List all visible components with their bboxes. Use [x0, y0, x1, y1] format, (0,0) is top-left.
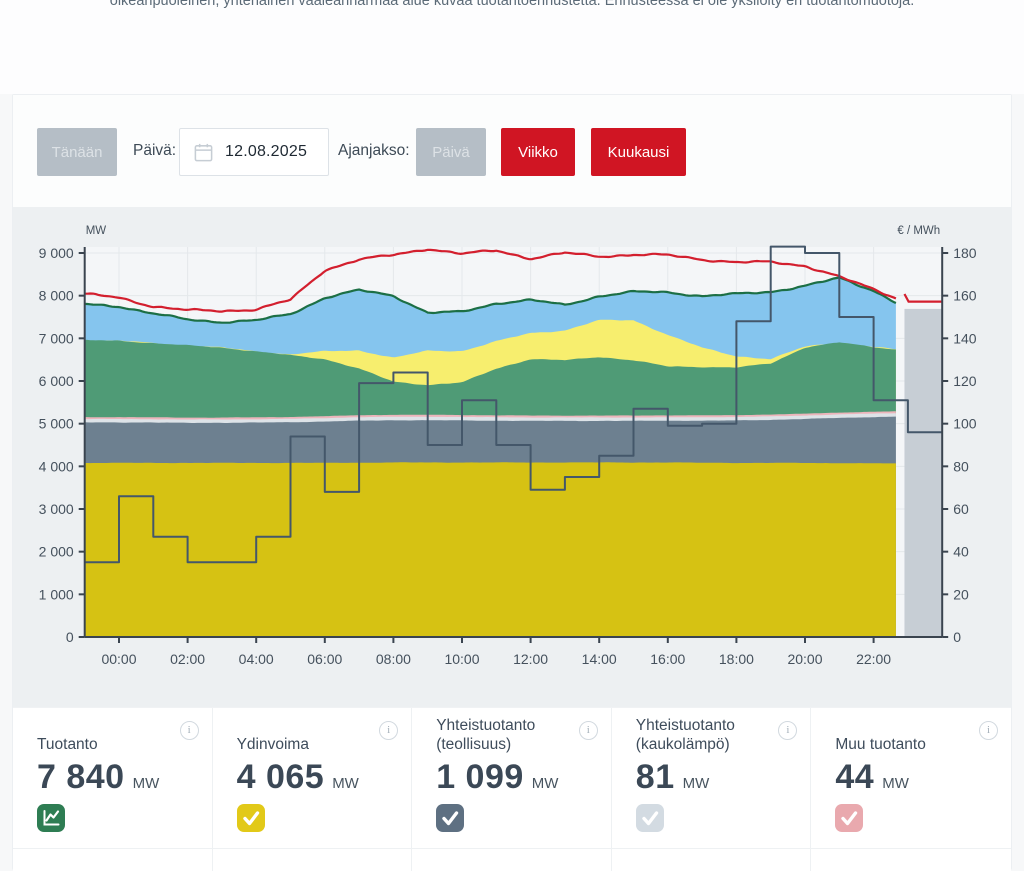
svg-text:100: 100 — [953, 416, 977, 432]
svg-text:80: 80 — [953, 458, 969, 474]
svg-text:20: 20 — [953, 586, 969, 602]
series-checkbox-icon[interactable] — [635, 804, 664, 832]
stat-card-4: i Muu tuotanto 44 MW — [811, 708, 1011, 848]
stat-card-0: i Tuotanto 7 840 MW — [13, 708, 213, 848]
svg-text:€ / MWh: € / MWh — [897, 225, 940, 237]
period-week-button[interactable]: Viikko — [501, 128, 575, 176]
stat-card-1: i Ydinvoima 4 065 MW — [213, 708, 413, 848]
svg-text:5 000: 5 000 — [39, 416, 74, 432]
stat-unit: MW — [882, 775, 909, 792]
stat-label: Tuotanto — [37, 736, 98, 753]
stat-value: 81 — [635, 758, 675, 796]
svg-text:3 000: 3 000 — [39, 501, 74, 517]
info-icon[interactable]: i — [978, 721, 998, 740]
stat-label: Muu tuotanto — [835, 736, 926, 753]
consumption-forecast-line — [903, 293, 943, 303]
svg-text:180: 180 — [953, 245, 977, 261]
production-total-line — [84, 276, 897, 324]
info-icon[interactable]: i — [179, 721, 199, 740]
date-input[interactable]: 12.08.2025 — [179, 128, 329, 176]
production-forecast-area — [904, 308, 943, 637]
svg-text:02:00: 02:00 — [170, 651, 205, 667]
stat-unit: MW — [531, 775, 559, 792]
series-checkbox-icon[interactable] — [835, 804, 864, 832]
stat-unit: MW — [682, 775, 710, 792]
svg-text:14:00: 14:00 — [582, 651, 617, 667]
calendar-icon[interactable] — [193, 142, 214, 163]
svg-text:20:00: 20:00 — [787, 651, 822, 667]
svg-text:1 000: 1 000 — [39, 586, 74, 602]
series-checkbox-icon[interactable] — [236, 804, 265, 832]
svg-text:9 000: 9 000 — [39, 245, 74, 261]
svg-text:6 000: 6 000 — [39, 373, 74, 389]
production-stats-row: i Tuotanto 7 840 MW i Ydinvoima 4 065 MW i Yhteis… — [13, 707, 1011, 848]
series-checkbox-icon[interactable] — [436, 804, 465, 832]
svg-text:MW: MW — [86, 225, 107, 237]
production-chart[interactable]: 0 1 000 2 000 3 000 4 000 5 000 6 000 7 000 8 00… — [13, 207, 1011, 707]
svg-text:0: 0 — [953, 629, 961, 645]
axis-labels: 0 1 000 2 000 3 000 4 000 5 000 6 000 7 000 8 00… — [39, 225, 977, 667]
svg-text:40: 40 — [953, 544, 969, 560]
page-header-strip: oikeanpuoleinen, yhtenäinen vaaleanharma… — [0, 0, 1024, 94]
date-label: Päivä: — [133, 142, 177, 159]
stat-unit: MW — [332, 775, 359, 792]
svg-text:140: 140 — [953, 330, 977, 346]
period-month-button[interactable]: Kuukausi — [591, 128, 686, 176]
stat-label: Yhteistuotanto (kaukolämpö) — [635, 717, 735, 753]
stat-value: 1 099 — [436, 758, 524, 796]
info-icon[interactable]: i — [578, 721, 598, 740]
today-button[interactable]: Tänään — [37, 128, 117, 176]
svg-text:0: 0 — [66, 629, 74, 645]
svg-text:7 000: 7 000 — [39, 330, 74, 346]
info-icon[interactable]: i — [379, 721, 399, 740]
info-icon[interactable]: i — [778, 721, 798, 740]
stat-label: Yhteistuotanto (teollisuus) — [436, 717, 536, 753]
consumption-line — [84, 248, 897, 313]
chart-canvas[interactable]: 0 1 000 2 000 3 000 4 000 5 000 6 000 7 000 8 00… — [13, 207, 1013, 707]
svg-text:22:00: 22:00 — [856, 651, 891, 667]
chart-controls: Tänään Päivä: 12.08.2025 Ajanjakso: Päiv… — [13, 95, 1011, 207]
svg-text:10:00: 10:00 — [444, 651, 479, 667]
svg-text:8 000: 8 000 — [39, 288, 74, 304]
svg-text:04:00: 04:00 — [239, 651, 274, 667]
next-stats-row-partial — [13, 848, 1011, 871]
stat-value: 7 840 — [37, 758, 125, 796]
stat-label: Ydinvoima — [236, 736, 309, 753]
svg-text:06:00: 06:00 — [307, 651, 342, 667]
svg-text:60: 60 — [953, 501, 969, 517]
stat-value: 4 065 — [236, 758, 325, 796]
date-value[interactable]: 12.08.2025 — [225, 143, 308, 160]
period-day-button[interactable]: Päivä — [416, 128, 486, 176]
stat-card-2: i Yhteistuotanto (teollisuus) 1 099 MW — [412, 708, 612, 848]
svg-text:160: 160 — [953, 288, 977, 304]
stat-value: 44 — [835, 758, 875, 796]
dashboard-panel: Tänään Päivä: 12.08.2025 Ajanjakso: Päiv… — [12, 94, 1012, 871]
svg-text:18:00: 18:00 — [719, 651, 754, 667]
svg-text:2 000: 2 000 — [39, 544, 74, 560]
stacked-production-areas — [84, 277, 896, 637]
period-label: Ajanjakso: — [338, 142, 410, 159]
svg-text:08:00: 08:00 — [376, 651, 411, 667]
stat-unit: MW — [132, 775, 160, 792]
price-step-line — [84, 245, 943, 564]
nuclear-area — [84, 462, 896, 637]
chart-axes — [78, 247, 949, 643]
svg-text:16:00: 16:00 — [650, 651, 685, 667]
svg-text:4 000: 4 000 — [39, 458, 74, 474]
svg-text:120: 120 — [953, 373, 977, 389]
line-chart-icon[interactable] — [37, 804, 65, 832]
stat-card-3: i Yhteistuotanto (kaukolämpö) 81 MW — [612, 708, 812, 848]
svg-text:12:00: 12:00 — [513, 651, 548, 667]
svg-text:00:00: 00:00 — [101, 651, 136, 667]
chart-description-text: oikeanpuoleinen, yhtenäinen vaaleanharma… — [109, 0, 915, 9]
